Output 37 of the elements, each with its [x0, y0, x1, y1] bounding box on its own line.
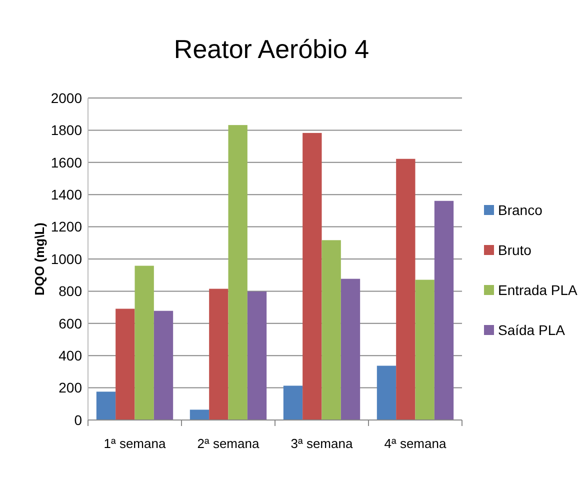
y-tick-label: 800	[58, 283, 82, 300]
x-tick-label: 4ª semana	[384, 436, 447, 451]
bar	[434, 200, 454, 420]
bar	[134, 266, 154, 420]
bar	[340, 278, 360, 420]
y-tick-label: 1800	[50, 122, 82, 138]
bar	[190, 410, 210, 420]
bar	[247, 292, 267, 420]
bar	[376, 366, 396, 420]
bar	[116, 308, 135, 420]
x-tick-label: 1ª semana	[104, 436, 166, 451]
bar	[322, 240, 341, 420]
y-tick-label: 400	[58, 348, 82, 364]
bar	[154, 310, 174, 420]
bar	[228, 125, 248, 420]
chart-title: Reator Aeróbio 4	[174, 34, 370, 64]
y-tick-label: 1400	[50, 186, 82, 202]
bar	[302, 132, 322, 420]
legend-label: Saída PLA	[498, 322, 566, 338]
x-tick-label: 2ª semana	[197, 436, 260, 451]
y-tick-label: 1600	[50, 154, 82, 170]
x-tick-label: 3ª semana	[290, 436, 354, 451]
bar	[396, 158, 416, 420]
y-tick-label: 2000	[50, 90, 82, 106]
y-tick-label: 200	[58, 380, 82, 396]
legend-label: Branco	[498, 202, 543, 218]
y-tick-label: 1200	[50, 218, 82, 235]
y-tick-label: 0	[74, 412, 82, 428]
bar	[96, 392, 116, 420]
y-tick-label: 600	[58, 315, 82, 332]
y-tick-label: 1000	[50, 250, 82, 267]
bar	[415, 280, 434, 420]
legend-label: Bruto	[498, 242, 532, 258]
legend-label: Entrada PLA	[498, 282, 578, 298]
bar	[283, 386, 303, 420]
y-axis-title: DQO (mg\L)	[32, 222, 47, 296]
bar	[209, 288, 228, 420]
